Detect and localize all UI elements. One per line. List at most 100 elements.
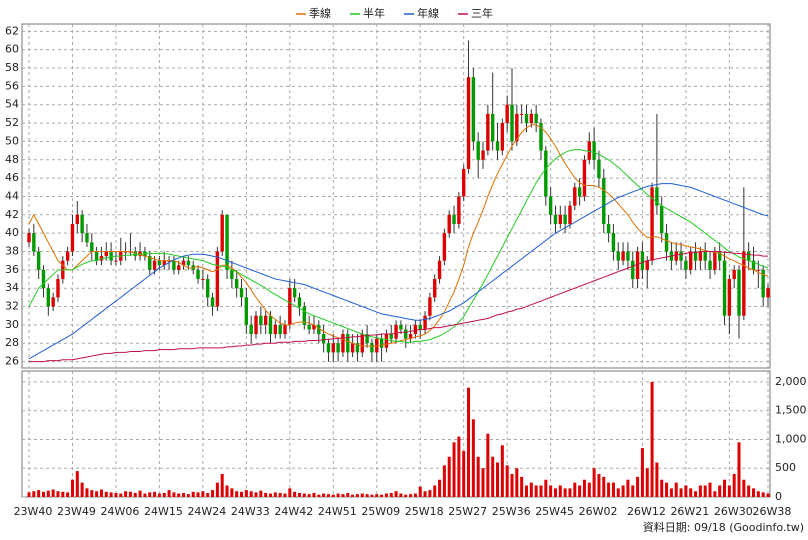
- volume-bar: [355, 494, 359, 497]
- candle-body: [360, 334, 364, 353]
- volume-bar: [211, 490, 215, 497]
- candle-body: [297, 297, 302, 307]
- volume-bar: [269, 493, 272, 497]
- volume-bar: [370, 494, 374, 497]
- candle-body: [717, 251, 722, 261]
- candle-body: [428, 297, 432, 316]
- candle-body: [495, 141, 500, 151]
- volume-bar: [505, 465, 509, 497]
- candle-body: [418, 324, 422, 330]
- candle-body: [321, 334, 326, 344]
- x-tick-label: 25W09: [361, 505, 400, 518]
- candle-body: [548, 196, 553, 215]
- candle-body: [244, 297, 249, 325]
- volume-bar: [196, 492, 200, 497]
- volume-bar: [41, 491, 45, 497]
- candle-body: [592, 141, 596, 160]
- candle-body: [660, 205, 664, 234]
- volume-bar: [515, 468, 519, 497]
- volume-bar: [442, 465, 446, 497]
- candle-body: [331, 343, 335, 353]
- y-tick-label: 44: [5, 189, 19, 202]
- volume-bar: [235, 491, 239, 497]
- volume-bar: [346, 492, 350, 497]
- volume-bar: [679, 488, 683, 497]
- candle-body: [394, 324, 398, 339]
- volume-bar: [360, 493, 364, 497]
- candle-body: [302, 306, 307, 325]
- candle-body: [239, 288, 244, 298]
- y-tick-label: 52: [5, 116, 19, 129]
- volume-bar: [413, 493, 417, 497]
- candle-body: [466, 77, 471, 169]
- volume-bar: [718, 485, 722, 497]
- volume-bar: [674, 482, 678, 497]
- candle-body: [65, 251, 70, 261]
- x-tick-label: 25W36: [492, 505, 531, 518]
- volume-bar: [471, 419, 475, 497]
- candle-body: [177, 265, 181, 270]
- candle-body: [157, 260, 162, 266]
- x-tick-label: 23W40: [14, 505, 53, 518]
- volume-bar: [703, 485, 707, 497]
- x-tick-label: 24W15: [144, 505, 183, 518]
- candle-body: [447, 214, 451, 234]
- volume-bar: [191, 491, 195, 497]
- volume-bar: [133, 492, 137, 497]
- candle-body: [766, 288, 770, 298]
- volume-bar: [273, 492, 277, 497]
- candle-body: [94, 251, 99, 261]
- volume-bar: [553, 488, 557, 497]
- candle-body: [254, 315, 258, 335]
- candle-body: [46, 288, 51, 307]
- volume-bar: [476, 456, 480, 497]
- volume-bar: [264, 492, 268, 497]
- y-tick-label: 30: [5, 318, 19, 331]
- candle-body: [635, 251, 640, 280]
- candle-body: [529, 113, 534, 124]
- candle-body: [664, 233, 669, 252]
- ma-line: [28, 183, 769, 360]
- candle-body: [597, 159, 601, 179]
- volume-bar: [80, 482, 84, 497]
- candle-body: [534, 113, 538, 124]
- volume-bar: [254, 492, 258, 497]
- volume-bar: [365, 494, 369, 497]
- candle-body: [751, 260, 756, 270]
- y-tick-label: 38: [5, 244, 19, 257]
- candle-body: [761, 269, 765, 298]
- candle-body: [36, 251, 41, 270]
- candle-body: [684, 260, 688, 270]
- volume-bar: [447, 456, 451, 497]
- candle-body: [263, 315, 268, 325]
- candle-body: [500, 123, 505, 151]
- candle-body: [626, 251, 630, 261]
- candle-body: [379, 338, 384, 348]
- volume-bar: [611, 482, 615, 497]
- candle-body: [326, 343, 331, 353]
- candle-body: [75, 214, 79, 224]
- volume-bar: [114, 492, 118, 497]
- volume-bar: [549, 485, 553, 497]
- y-tick-label: 34: [5, 281, 19, 294]
- x-tick-label: 26W12: [627, 505, 666, 518]
- legend-label: 半年: [363, 6, 385, 20]
- volume-bar: [534, 485, 538, 497]
- x-tick-label: 24W24: [187, 505, 226, 518]
- candle-body: [742, 251, 746, 316]
- candle-body: [259, 315, 263, 325]
- candle-body: [442, 233, 447, 261]
- candle-body: [80, 214, 84, 234]
- x-tick-label: 25W45: [535, 505, 574, 518]
- volume-bar: [573, 482, 577, 497]
- candle-body: [336, 343, 340, 353]
- volume-bar: [341, 494, 345, 497]
- volume-bar: [399, 493, 403, 497]
- candle-body: [162, 260, 166, 266]
- candle-body: [90, 242, 94, 252]
- volume-bar: [636, 476, 640, 497]
- legend-label: 季線: [309, 6, 331, 20]
- candle-body: [220, 214, 224, 252]
- candle-body: [70, 223, 75, 252]
- volume-bar: [524, 485, 528, 497]
